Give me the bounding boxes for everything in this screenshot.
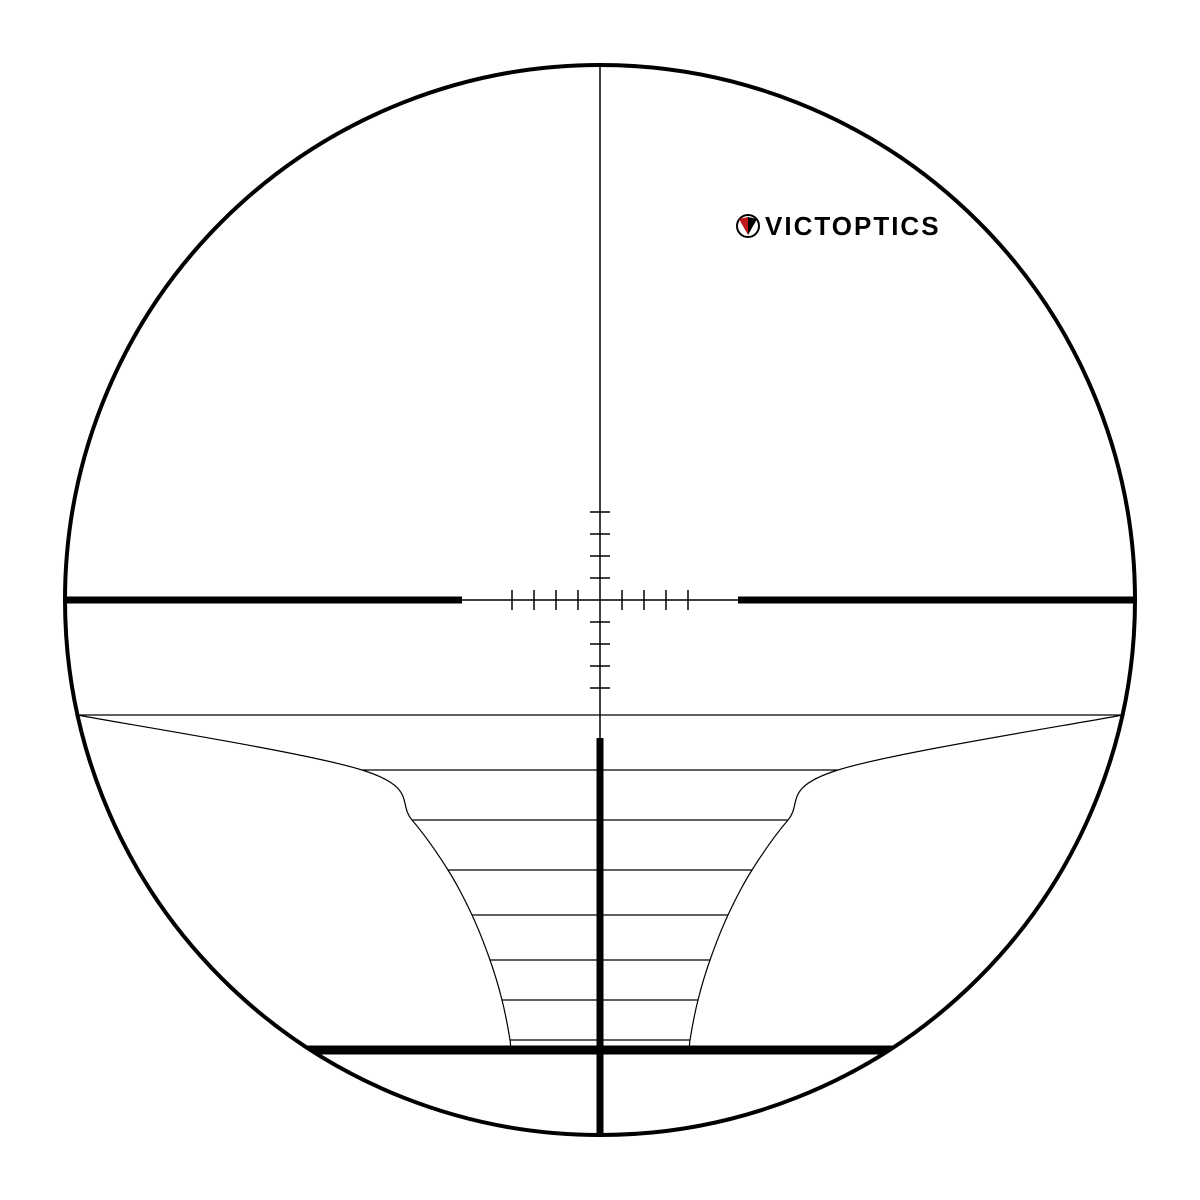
brand-text: VICTOPTICS [765,211,941,241]
brand-icon [737,215,759,237]
